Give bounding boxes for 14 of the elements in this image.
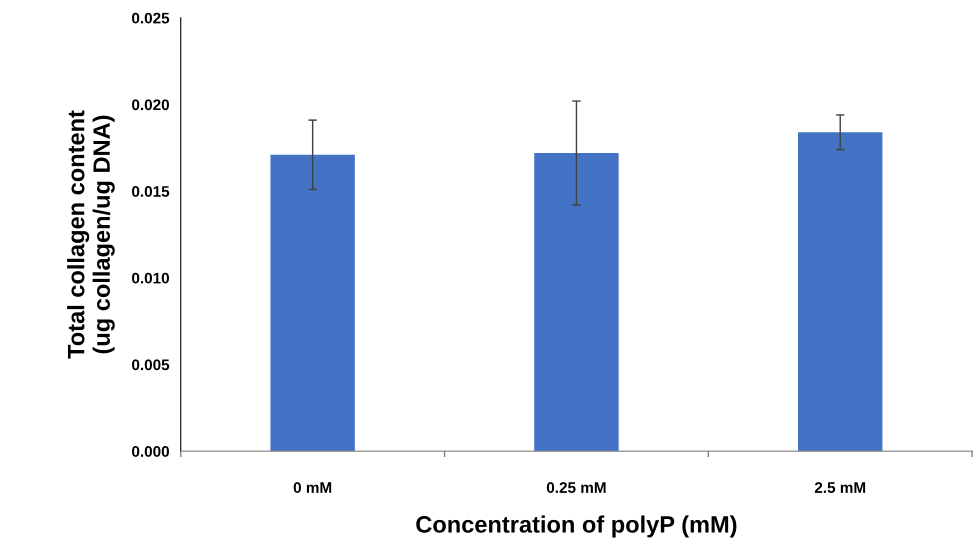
bar xyxy=(270,154,355,452)
bar xyxy=(798,132,882,452)
x-tick-label: 2.5 mM xyxy=(814,482,866,493)
y-tick-label: 0.010 xyxy=(132,272,170,284)
y-tick-label: 0.015 xyxy=(132,186,170,197)
x-axis-title: Concentration of polyP (mM) xyxy=(416,515,736,538)
x-tick-label: 0.25 mM xyxy=(546,482,606,493)
y-tick-label: 0.025 xyxy=(132,12,170,24)
y-axis-title: Total collagen content (ug collagen/ug DNA) xyxy=(67,110,115,359)
y-tick-label: 0.005 xyxy=(132,359,170,370)
y-tick-label: 0.000 xyxy=(132,446,170,457)
bar xyxy=(534,153,619,452)
y-tick-label: 0.020 xyxy=(132,99,170,110)
x-tick-label: 0 mM xyxy=(294,482,332,493)
